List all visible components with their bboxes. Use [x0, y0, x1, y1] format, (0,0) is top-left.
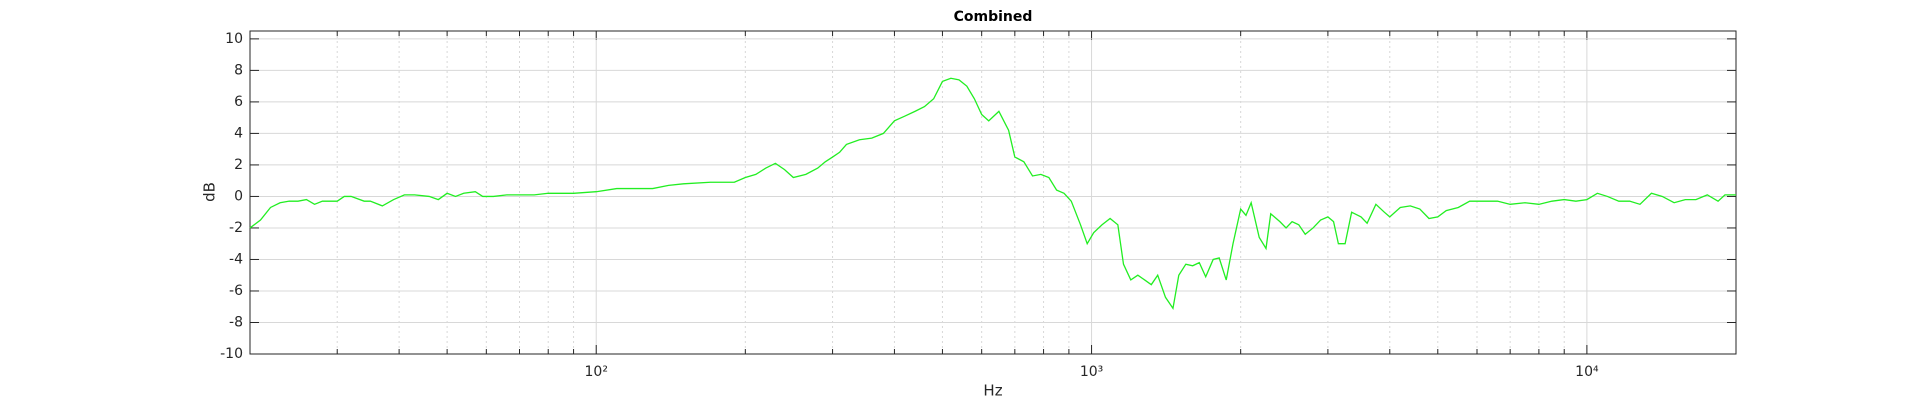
y-tick-label: -4 — [229, 251, 243, 267]
chart-title: Combined — [954, 9, 1033, 25]
y-tick-label: -8 — [229, 314, 243, 330]
x-axis-label: Hz — [983, 382, 1002, 400]
y-tick-label: 6 — [234, 94, 243, 110]
y-tick-label: -10 — [220, 346, 243, 362]
data-line — [249, 77, 1736, 311]
x-tick-label: 10⁴ — [1575, 364, 1599, 380]
y-tick-label: -2 — [229, 220, 243, 236]
y-tick-label: 8 — [234, 62, 243, 78]
y-axis-label: dB — [201, 182, 219, 202]
x-tick-label: 10² — [585, 364, 608, 380]
y-tick-label: 10 — [225, 31, 243, 47]
y-tick-label: 4 — [234, 125, 243, 141]
x-tick-label: 10³ — [1080, 364, 1103, 380]
y-tick-label: 2 — [234, 157, 243, 173]
y-tick-label: 0 — [234, 188, 243, 204]
axes-box — [249, 30, 1737, 355]
y-tick-label: -6 — [229, 283, 243, 299]
